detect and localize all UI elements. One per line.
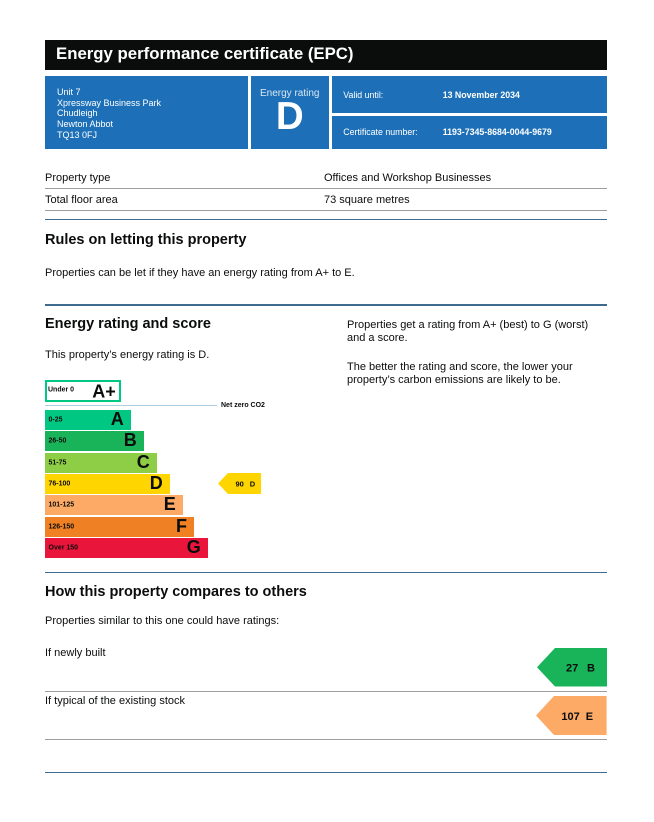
svg-text:B: B [587,663,595,675]
svg-text:107: 107 [562,711,580,723]
svg-text:27: 27 [566,663,578,675]
svg-text:90: 90 [236,479,244,488]
svg-text:E: E [586,711,593,723]
svg-text:D: D [250,479,256,488]
